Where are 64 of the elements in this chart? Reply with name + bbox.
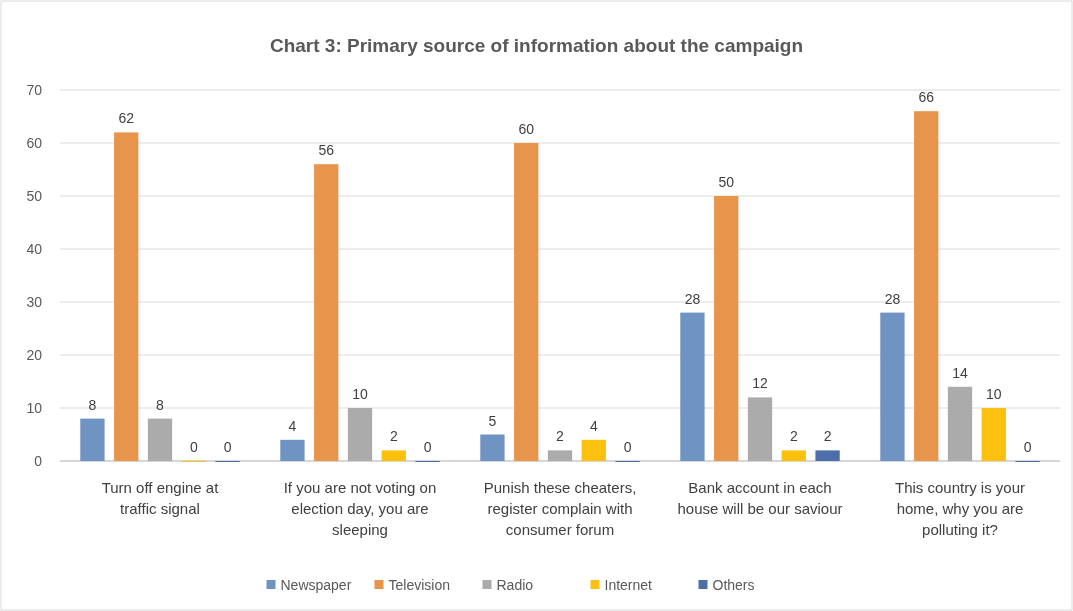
bar — [981, 408, 1006, 461]
data-label: 28 — [684, 290, 701, 307]
y-tick-label: 10 — [26, 399, 43, 416]
bar — [680, 312, 705, 461]
legend-label: Internet — [604, 576, 653, 593]
x-tick-label: If you are not voting on election day, you are sleeping — [283, 479, 437, 538]
x-tick-label: Punish these cheaters, register complain with consumer forum — [483, 479, 637, 538]
bar — [480, 434, 505, 461]
bar — [547, 450, 573, 461]
bar — [714, 196, 739, 461]
bar — [280, 439, 305, 461]
data-label: 2 — [389, 428, 398, 445]
data-label: 8 — [156, 396, 165, 413]
chart-title: Chart 3: Primary source of information about the campaign — [269, 35, 804, 56]
bar — [947, 386, 973, 461]
legend-label: Television — [388, 576, 450, 593]
y-tick-label: 50 — [26, 187, 43, 204]
data-label: 5 — [488, 412, 497, 429]
bar — [347, 408, 373, 461]
bar — [581, 439, 606, 461]
x-tick-label: Turn off engine at traffic signal — [101, 479, 220, 517]
bar — [80, 418, 105, 461]
data-label: 8 — [88, 396, 97, 413]
data-label: 60 — [518, 121, 535, 137]
y-tick-label: 20 — [26, 346, 43, 363]
x-tick-label: This country is your home, why you are polluting it? — [894, 479, 1026, 538]
bar — [815, 450, 840, 461]
legend-label: Newspaper — [280, 576, 352, 593]
data-label: 28 — [884, 290, 901, 307]
y-tick-label: 0 — [34, 452, 43, 469]
data-label: 10 — [352, 386, 368, 402]
legend-label: Others — [712, 576, 755, 593]
data-label: 0 — [1023, 439, 1032, 455]
bar — [914, 111, 939, 461]
y-tick-label: 70 — [26, 81, 43, 98]
data-label: 2 — [823, 428, 832, 445]
x-tick-label: Bank account in each house will be our saviour — [677, 479, 843, 517]
data-label: 4 — [589, 417, 598, 434]
data-label: 0 — [223, 439, 232, 455]
bar — [314, 164, 339, 461]
y-tick-label: 30 — [26, 293, 43, 310]
data-label: 0 — [423, 439, 432, 455]
data-label: 56 — [318, 142, 335, 159]
bar — [514, 143, 539, 461]
bar — [114, 132, 139, 461]
y-tick-label: 60 — [26, 134, 43, 151]
bar — [781, 450, 806, 461]
bar — [381, 450, 406, 461]
bar — [747, 397, 773, 461]
data-label: 2 — [789, 428, 798, 445]
data-label: 66 — [918, 89, 935, 106]
bar — [880, 312, 905, 461]
data-label: 4 — [288, 417, 297, 434]
y-tick-label: 40 — [26, 240, 43, 257]
data-label: 0 — [623, 439, 632, 455]
data-label: 0 — [189, 439, 198, 455]
data-label: 10 — [985, 386, 1002, 402]
legend-label: Radio — [496, 576, 534, 593]
data-label: 2 — [556, 428, 565, 445]
data-label: 50 — [718, 174, 735, 190]
bar — [147, 418, 173, 461]
data-label: 14 — [952, 364, 968, 381]
data-label: 62 — [118, 110, 135, 127]
data-label: 12 — [752, 375, 768, 392]
